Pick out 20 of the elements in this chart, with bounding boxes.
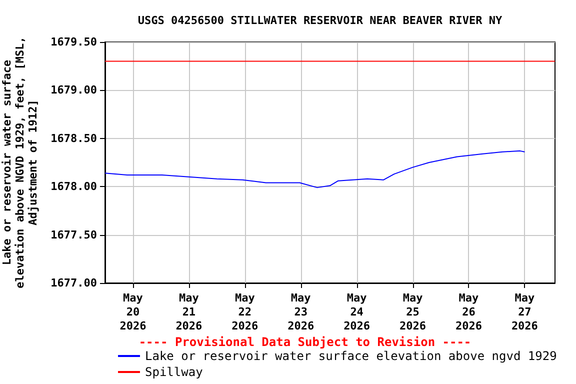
x-tick-label: May 24 2026 (344, 292, 370, 332)
y-tick-label: 1677.50 (50, 228, 97, 242)
y-axis-title: Lake or reservoir water surface elevation above NGVD 1929, feet, [MSL, Adjustment of 1912] (0, 36, 40, 288)
x-tick-label: May 20 2026 (120, 292, 147, 332)
x-tick-label: May 26 2026 (455, 292, 482, 332)
legend-label: Lake or reservoir water surface elevation above ngvd 1929 (145, 349, 557, 363)
x-tick-label: May 21 2026 (176, 292, 203, 332)
y-tick-label: 1678.00 (50, 180, 97, 194)
y-tick-label: 1679.50 (50, 36, 97, 48)
x-tick-label: May 22 2026 (232, 292, 259, 332)
x-tick-label: May 23 2026 (288, 292, 314, 332)
text: ---- Provisional Data Subject to Revision ---- (138, 335, 472, 349)
y-tick-label: 1678.50 (50, 132, 97, 145)
legend-label: Spillway (145, 365, 203, 379)
x-tick-label: May 27 2026 (511, 292, 538, 332)
chart-title: USGS 04256500 STILLWATER RESERVOIR NEAR BEAVER RIVER NY (138, 14, 502, 27)
y-tick-label: 1677.00 (50, 276, 97, 290)
x-tick-label: May 25 2026 (400, 292, 426, 332)
y-tick-label: 1679.00 (50, 84, 97, 97)
line-series (104, 150, 526, 188)
